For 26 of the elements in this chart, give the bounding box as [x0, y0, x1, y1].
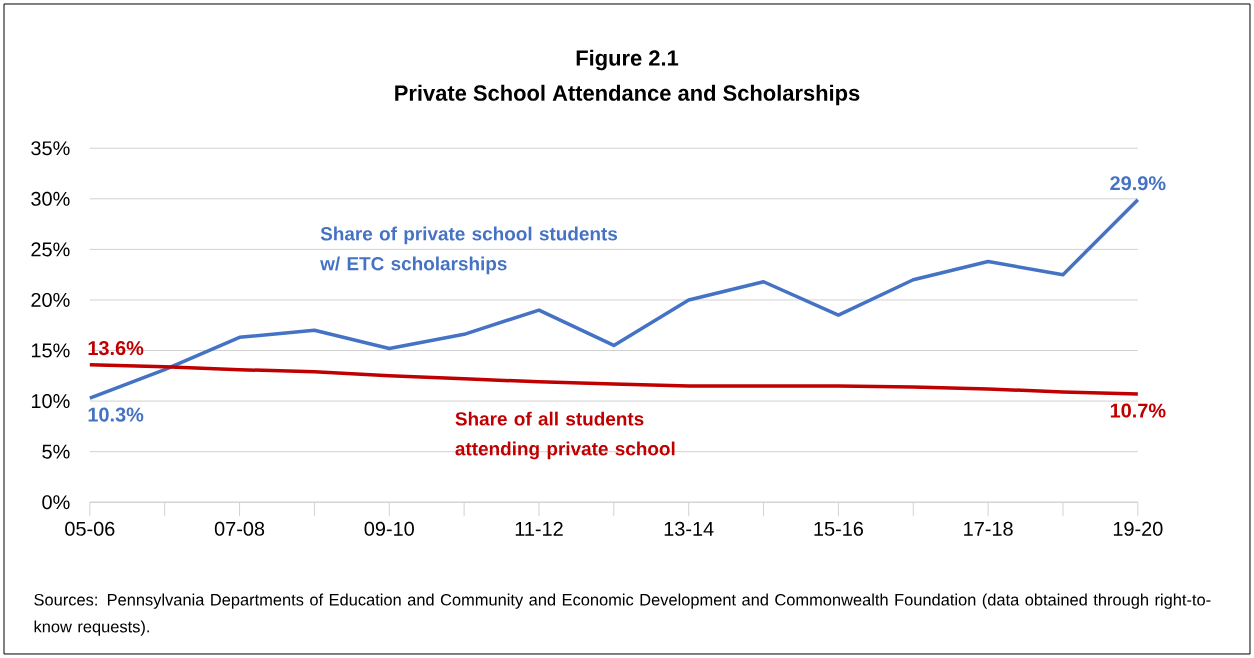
y-tick-label: 25% [31, 242, 70, 257]
chart-subtitle: Private School Attendance and Scholarships [395, 84, 860, 106]
x-tick-label: 05-06 [65, 521, 115, 536]
text: Share of private school students w/ ETC scholarships [320, 226, 618, 275]
data-label: 13.6% [88, 341, 144, 356]
y-tick-label: 35% [31, 141, 70, 156]
y-tick-label: 30% [31, 191, 70, 206]
y-tick-label: 10% [31, 394, 70, 409]
x-tick-label: 07-08 [214, 521, 265, 536]
x-tick-label: 09-10 [364, 521, 414, 536]
x-tick-label: 15-16 [814, 521, 863, 536]
x-tick-label: 19-20 [1113, 521, 1163, 536]
y-tick-label: 15% [31, 343, 70, 358]
series-label: Share of all students attending private school [455, 411, 675, 460]
y-tick-label: 0% [42, 495, 70, 510]
x-tick-label: 11-12 [515, 521, 563, 536]
data-label: 10.3% [88, 407, 144, 422]
data-label: 29.9% [1110, 176, 1166, 191]
data-label: 10.7% [1110, 403, 1166, 418]
y-tick-label: 5% [42, 444, 70, 459]
y-tick-label: 20% [31, 292, 70, 307]
source-note: Sources: Pennsylvania Departments of Education and Community and Economic Development and Commonwealth Foundation (data obtained through right-to-know requests). [34, 593, 1211, 636]
chart-title: Figure 2.1 [576, 49, 679, 71]
line-series [88, 198, 1140, 400]
x-tick-label: 17-18 [964, 521, 1013, 536]
x-tick-label: 13-14 [664, 521, 714, 536]
